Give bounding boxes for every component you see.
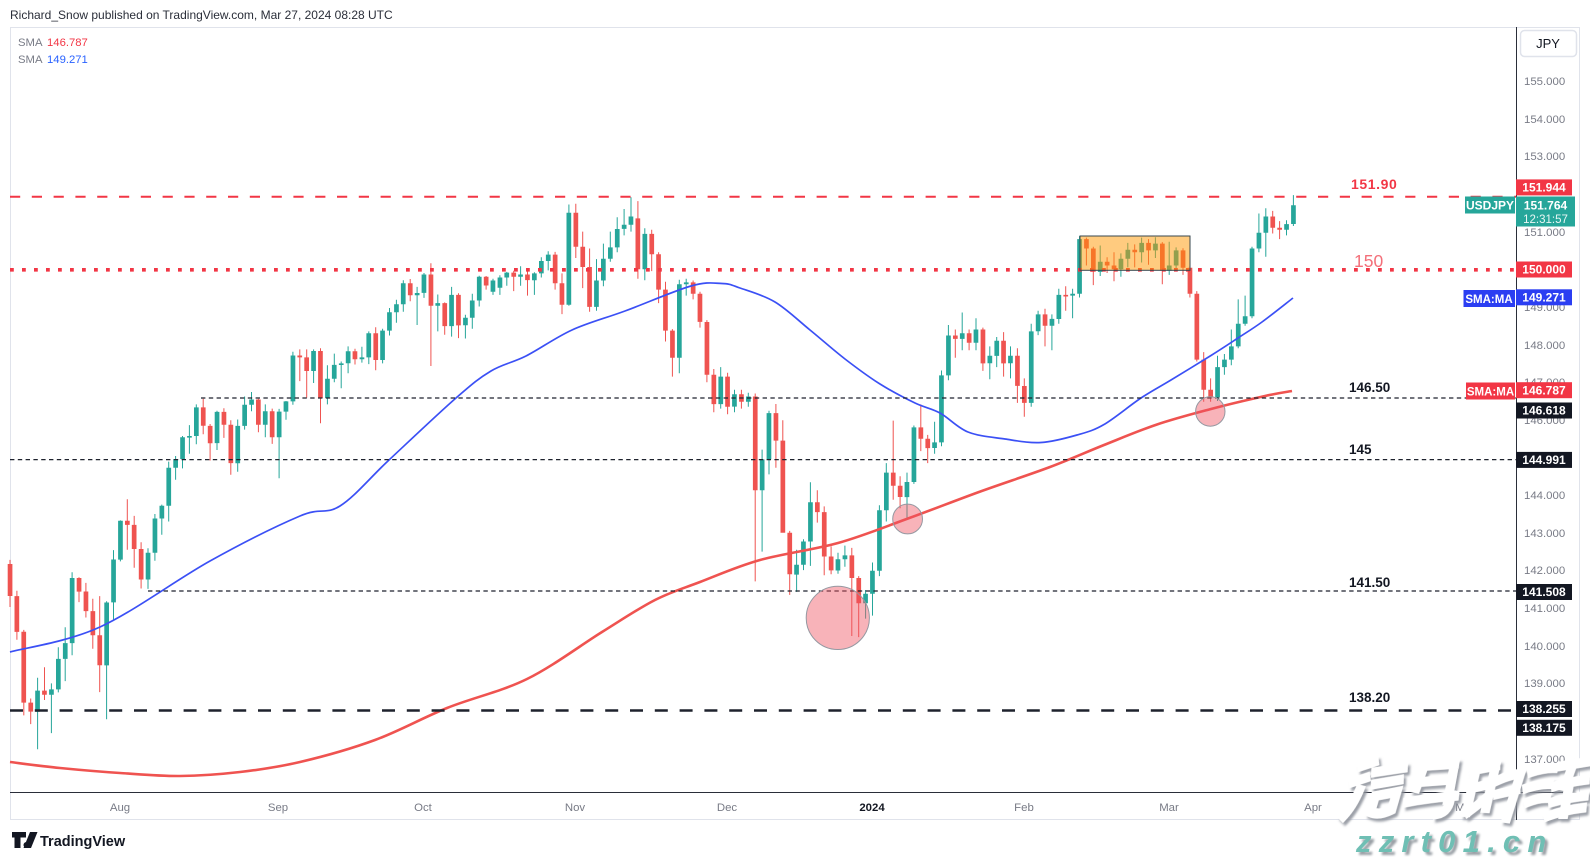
- svg-text:149.271: 149.271: [47, 54, 88, 66]
- svg-text:142.000: 142.000: [1524, 565, 1565, 577]
- svg-text:JPY: JPY: [1536, 36, 1560, 51]
- svg-text:150: 150: [1354, 251, 1383, 271]
- svg-text:140.000: 140.000: [1524, 641, 1565, 653]
- svg-text:Aug: Aug: [110, 802, 130, 814]
- svg-text:141.000: 141.000: [1524, 603, 1565, 615]
- svg-text:12:31:57: 12:31:57: [1523, 214, 1568, 226]
- svg-text:151.944: 151.944: [1522, 181, 1566, 195]
- svg-text:Dec: Dec: [717, 802, 738, 814]
- svg-text:144.000: 144.000: [1524, 490, 1565, 502]
- svg-text:138.255: 138.255: [1522, 702, 1566, 716]
- svg-text:SMA: SMA: [18, 54, 43, 66]
- svg-text:141.508: 141.508: [1522, 585, 1566, 599]
- svg-text:138.175: 138.175: [1522, 721, 1566, 735]
- svg-text:Richard_Snow published on Trad: Richard_Snow published on TradingView.co…: [10, 8, 393, 22]
- svg-text:Sep: Sep: [268, 802, 288, 814]
- svg-text:SMA:MA: SMA:MA: [1467, 387, 1514, 399]
- svg-text:145: 145: [1349, 442, 1372, 457]
- svg-text:2024: 2024: [859, 802, 885, 814]
- svg-text:TradingView: TradingView: [40, 834, 126, 850]
- svg-text:141.50: 141.50: [1349, 575, 1390, 590]
- svg-text:151.000: 151.000: [1524, 227, 1565, 239]
- svg-text:138.20: 138.20: [1349, 690, 1390, 705]
- svg-text:154.000: 154.000: [1524, 114, 1565, 126]
- svg-text:153.000: 153.000: [1524, 151, 1565, 163]
- svg-text:zzrt01.cn: zzrt01.cn: [1355, 824, 1553, 857]
- svg-text:Mar: Mar: [1159, 802, 1179, 814]
- svg-text:151.764: 151.764: [1524, 199, 1568, 213]
- svg-text:139.000: 139.000: [1524, 678, 1565, 690]
- svg-text:SMA: SMA: [18, 37, 43, 49]
- svg-text:148.000: 148.000: [1524, 340, 1565, 352]
- svg-text:143.000: 143.000: [1524, 528, 1565, 540]
- svg-text:149.271: 149.271: [1522, 291, 1566, 305]
- svg-text:SMA:MA: SMA:MA: [1465, 294, 1512, 306]
- svg-text:146.787: 146.787: [47, 37, 88, 49]
- svg-text:USDJPY: USDJPY: [1466, 199, 1514, 213]
- svg-text:Apr: Apr: [1304, 802, 1322, 814]
- svg-text:150.000: 150.000: [1522, 263, 1566, 277]
- svg-text:146.618: 146.618: [1522, 404, 1566, 418]
- svg-text:151.90: 151.90: [1351, 176, 1397, 192]
- svg-text:Feb: Feb: [1014, 802, 1034, 814]
- svg-text:Oct: Oct: [414, 802, 433, 814]
- svg-text:146.50: 146.50: [1349, 380, 1390, 395]
- svg-text:144.991: 144.991: [1522, 453, 1566, 467]
- svg-text:146.787: 146.787: [1522, 383, 1566, 397]
- svg-text:155.000: 155.000: [1524, 76, 1565, 88]
- svg-text:Nov: Nov: [565, 802, 586, 814]
